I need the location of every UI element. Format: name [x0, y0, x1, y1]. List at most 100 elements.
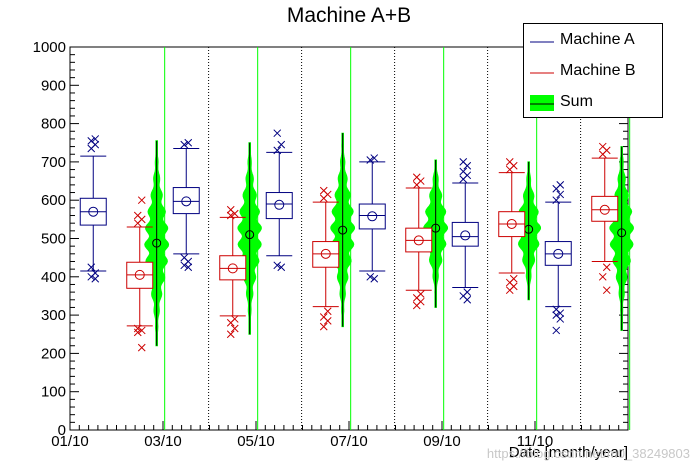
machine-a-mean-marker — [460, 230, 471, 241]
y-tick-label: 0 — [58, 422, 66, 439]
machine-b-outlier — [230, 324, 239, 333]
machine-a-outlier — [87, 272, 96, 281]
machine-b-outlier — [137, 196, 146, 205]
machine-b-outlier — [412, 301, 421, 310]
y-tick-label: 200 — [41, 345, 66, 362]
machine-b-box — [312, 241, 340, 268]
machine-a-outlier — [463, 295, 472, 304]
machine-b-mean-marker — [599, 204, 610, 215]
machine-b-outlier — [133, 328, 142, 337]
machine-a-outlier — [556, 190, 565, 199]
machine-a-outlier — [180, 261, 189, 270]
sum-mean-marker — [152, 238, 162, 248]
machine-a-outlier — [273, 261, 282, 270]
machine-b-mean-marker — [227, 263, 238, 274]
y-tick-label: 300 — [41, 307, 66, 324]
machine-a-outlier — [552, 326, 561, 335]
legend: Machine A Machine B Sum — [523, 23, 663, 118]
legend-entry-machine-b: Machine B — [524, 57, 664, 85]
machine-b-outlier — [137, 343, 146, 352]
watermark-text: https://blog.csdn.net/m0_38249803 — [486, 446, 690, 461]
machine-a-outlier — [277, 263, 286, 272]
machine-b-mean-marker — [320, 248, 331, 259]
x-tick-label: 05/10 — [237, 433, 275, 450]
machine-b-outlier — [319, 186, 328, 195]
machine-a-box — [451, 221, 479, 247]
machine-b-outlier — [133, 324, 142, 333]
machine-b-mean-marker — [413, 235, 424, 246]
x-tick-label: 03/10 — [144, 433, 182, 450]
legend-fill-icon-sum — [530, 95, 554, 111]
sum-mean-marker — [617, 228, 627, 238]
machine-a-mean-marker — [88, 206, 99, 217]
machine-b-outlier — [226, 211, 235, 220]
machine-b-outlier — [319, 322, 328, 331]
x-tick-label: 11/10 — [517, 433, 553, 450]
legend-label-machine-a: Machine A — [560, 31, 635, 48]
machine-b-outlier — [602, 286, 611, 295]
machine-b-mean-marker — [506, 218, 517, 229]
machine-a-outlier — [366, 156, 375, 164]
y-tick-label: 500 — [41, 231, 66, 248]
machine-a-outlier — [180, 140, 189, 149]
machine-a-outlier — [91, 135, 100, 143]
machine-a-outlier — [273, 146, 282, 155]
sum-mean-marker — [338, 225, 348, 235]
chart-title: Machine A+B — [286, 4, 412, 27]
machine-a-box — [265, 192, 293, 220]
legend-line-icon-b — [530, 72, 554, 74]
machine-a-outlier — [459, 158, 468, 166]
machine-b-box — [591, 195, 619, 222]
machine-a-outlier — [184, 263, 193, 272]
machine-b-outlier — [226, 318, 235, 327]
machine-b-outlier — [323, 307, 332, 316]
machine-a-outlier — [273, 129, 282, 138]
y-tick-label: 900 — [41, 77, 66, 94]
machine-a-outlier — [552, 196, 561, 205]
machine-a-outlier — [277, 140, 286, 149]
machine-b-outlier — [226, 330, 235, 339]
machine-b-mean-marker — [134, 269, 145, 280]
machine-a-outlier — [459, 167, 468, 176]
machine-a-box — [172, 187, 200, 215]
machine-b-outlier — [598, 272, 607, 281]
y-tick-label: 800 — [41, 116, 66, 133]
machine-a-outlier — [184, 138, 193, 147]
machine-b-outlier — [226, 205, 235, 214]
machine-b-outlier — [137, 326, 146, 335]
machine-a-outlier — [366, 272, 375, 281]
machine-a-box — [358, 203, 386, 230]
x-axis-label: Date [month/year] — [508, 444, 628, 461]
machine-a-outlier — [370, 154, 379, 162]
y-tick-label: 600 — [41, 192, 66, 209]
machine-b-outlier — [505, 286, 514, 295]
legend-label-sum: Sum — [560, 93, 593, 110]
legend-label-machine-b: Machine B — [560, 62, 636, 79]
legend-entry-machine-a: Machine A — [524, 26, 664, 54]
machine-a-outlier — [87, 263, 96, 272]
machine-b-outlier — [412, 173, 421, 182]
machine-b-outlier — [602, 263, 611, 272]
y-tick-label: 100 — [41, 384, 66, 401]
y-tick-label: 700 — [41, 154, 66, 171]
machine-a-mean-marker — [181, 196, 192, 207]
x-tick-label: 09/10 — [423, 433, 461, 450]
machine-a-outlier — [370, 274, 379, 283]
x-tick-label: 07/10 — [330, 433, 368, 450]
sum-mean-marker — [245, 230, 255, 240]
machine-b-outlier — [323, 316, 332, 325]
machine-a-outlier — [556, 309, 565, 318]
legend-entry-sum: Sum — [524, 88, 664, 116]
machine-a-outlier — [556, 315, 565, 323]
x-tick-label: 01/10 — [51, 433, 89, 450]
y-tick-label: 1000 — [33, 39, 66, 56]
machine-a-mean-marker — [367, 211, 378, 222]
legend-line-icon-a — [530, 41, 554, 43]
machine-b-outlier — [505, 158, 514, 166]
machine-a-mean-marker — [274, 199, 285, 210]
machine-a-mean-marker — [553, 248, 564, 259]
machine-a-outlier — [91, 274, 100, 283]
machine-b-outlier — [133, 211, 142, 220]
machine-a-outlier — [556, 181, 565, 189]
